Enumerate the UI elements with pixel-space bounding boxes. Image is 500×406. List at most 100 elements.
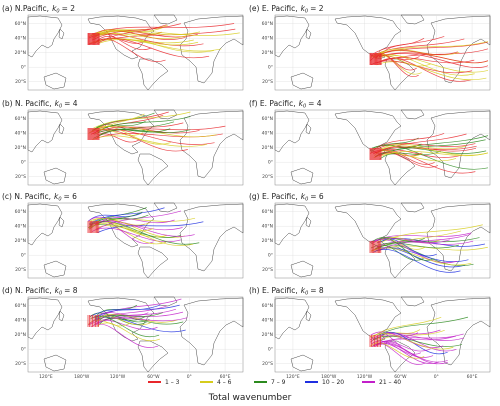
ray-path <box>96 133 140 143</box>
panel: 60°N 40°N 20°N 0° 20°S <box>15 296 244 373</box>
legend: 1 – 3 4 – 6 7 – 9 10 – 20 21 – 40 <box>148 379 401 386</box>
y-tick-label: 20°N <box>262 332 273 338</box>
k-value: = 2 <box>62 4 76 13</box>
ray-path <box>89 207 165 225</box>
k-symbol: k <box>55 99 60 108</box>
ray-path <box>91 33 187 39</box>
ray-path <box>89 305 168 324</box>
ray-path <box>371 340 440 364</box>
y-tick-label: 0° <box>268 347 273 353</box>
ray-path <box>93 111 191 129</box>
ray-path <box>369 143 422 152</box>
y-tick-label: 60°N <box>15 116 26 122</box>
x-tick-label: 120°W <box>357 374 373 380</box>
x-tick-label: 60°E <box>467 374 478 380</box>
y-tick-label: 20°S <box>15 174 26 180</box>
panel-title: (e) E. Pacific, k0 = 2 <box>249 4 324 15</box>
panel-title: (h) E. Pacific, k0 = 8 <box>249 286 324 297</box>
y-tick-label: 20°S <box>262 174 273 180</box>
y-tick-label: 0° <box>21 65 26 71</box>
y-tick-label: 60°N <box>15 209 26 215</box>
y-tick-label: 20°N <box>262 145 273 151</box>
ray-path <box>378 316 469 336</box>
k-value: = 8 <box>64 286 78 295</box>
panel-title: (c) N. Pacific, k0 = 6 <box>2 192 77 203</box>
panel-title: (g) E. Pacific, k0 = 6 <box>249 192 324 203</box>
y-tick-label: 60°N <box>15 21 26 27</box>
ray-path <box>370 36 445 56</box>
ray-path <box>97 221 204 233</box>
legend-label: 10 – 20 <box>322 379 344 386</box>
ray-path <box>91 227 182 242</box>
y-tick-label: 60°N <box>262 21 273 27</box>
ray-path <box>99 316 145 325</box>
ray-path <box>97 24 167 45</box>
ray-path <box>90 315 160 338</box>
ray-path <box>96 225 167 245</box>
panel-title: (f) E. Pacific, k0 = 4 <box>249 99 322 110</box>
k-subscript: 0 <box>59 291 62 297</box>
ray-path <box>374 342 448 363</box>
y-tick-label: 20°N <box>262 238 273 244</box>
k-value: = 2 <box>310 4 324 13</box>
k-value: = 4 <box>308 99 322 108</box>
ray-path <box>371 247 472 266</box>
k-subscript: 0 <box>59 104 62 110</box>
x-tick-label: 120°E <box>39 374 53 380</box>
ray-path <box>99 217 175 224</box>
y-tick-label: 0° <box>268 160 273 166</box>
y-tick-label: 40°N <box>15 224 26 230</box>
y-tick-label: 0° <box>21 160 26 166</box>
ray-path <box>97 313 178 323</box>
ray-path <box>374 55 489 73</box>
panel: 60°N 40°N 20°N 0° 20°S <box>262 202 491 279</box>
k-symbol: k <box>301 192 306 201</box>
ray-path <box>372 316 442 338</box>
k-symbol: k <box>301 286 306 295</box>
y-tick-label: 20°N <box>262 50 273 56</box>
ray-path <box>93 30 201 37</box>
panel-label: (d) N. Pacific, <box>2 286 52 295</box>
ray-path <box>370 333 454 350</box>
y-tick-label: 20°N <box>15 145 26 151</box>
y-tick-label: 40°N <box>262 318 273 324</box>
ray-path <box>95 317 188 324</box>
ray-path <box>371 237 450 244</box>
k-symbol: k <box>301 4 306 13</box>
ray-path <box>375 133 467 154</box>
ray-path <box>89 218 151 226</box>
ray-path <box>378 57 475 64</box>
k-value: = 8 <box>310 286 324 295</box>
k-subscript: 0 <box>56 9 59 15</box>
k-value: = 6 <box>310 192 324 201</box>
x-label: Total wavenumber <box>208 393 292 403</box>
ray-path <box>94 220 195 237</box>
panel-title: (d) N. Pacific, k0 = 8 <box>2 286 78 297</box>
x-tick-label: 60°W <box>394 374 407 380</box>
y-tick-label: 60°N <box>262 116 273 122</box>
panel: 60°N 40°N 20°N 0° 20°S <box>262 296 491 373</box>
x-tick-label: 60°W <box>147 374 160 380</box>
k-value: = 6 <box>64 192 78 201</box>
y-tick-label: 20°S <box>262 267 273 273</box>
ray-path <box>379 145 489 156</box>
panel: 60°N 40°N 20°N 0° 20°S <box>262 14 491 91</box>
ray-path <box>370 342 425 359</box>
ray-path <box>97 322 161 342</box>
panel: 60°N 40°N 20°N 0° 20°S <box>15 14 244 91</box>
y-tick-label: 40°N <box>262 224 273 230</box>
ray-path <box>91 125 217 138</box>
ray-path <box>94 33 152 50</box>
y-tick-label: 20°S <box>262 79 273 85</box>
ray-path <box>372 247 466 268</box>
ray-path <box>379 49 458 56</box>
y-tick-label: 60°N <box>262 303 273 309</box>
k-subscript: 0 <box>305 291 308 297</box>
panels: 60°N40°N20°N0°20°S(a) N.Pacific, k0 = 260°… <box>2 4 491 380</box>
ray-path <box>91 323 159 348</box>
panel: 60°N 40°N 20°N 0° 20°S <box>15 109 244 186</box>
ray-path <box>380 143 467 150</box>
x-tick-label: 120°W <box>110 374 126 380</box>
k-symbol: k <box>55 286 60 295</box>
ray-path <box>376 61 487 80</box>
